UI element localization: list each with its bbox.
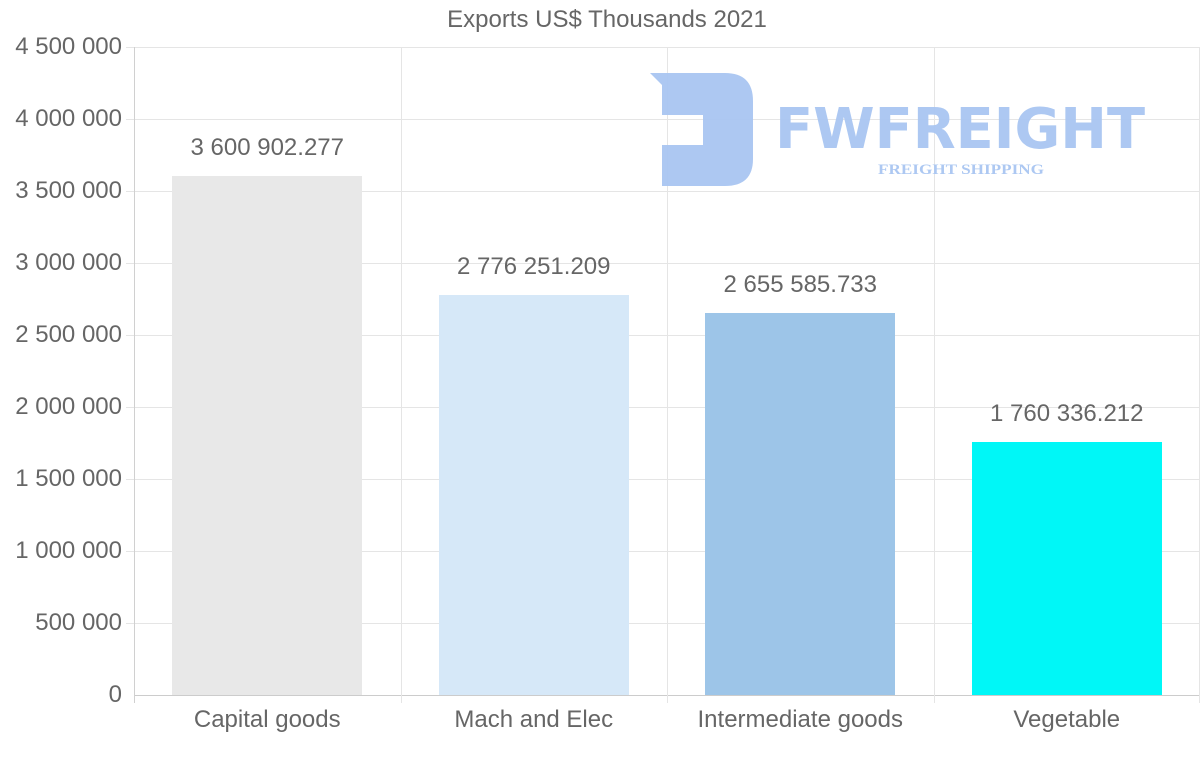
x-gridline [400,47,402,703]
y-gridline [126,335,1200,336]
y-gridline [126,407,1200,408]
x-tick-label: Vegetable [1013,706,1121,733]
x-gridline [667,47,668,703]
y-gridline [126,47,1200,48]
bar-vegetable[interactable] [971,441,1162,695]
y-tick-label: 2 500 000 [15,321,122,348]
x-tick-label: Mach and Elec [454,706,614,733]
chart-title: Exports US$ Thousands 2021 [447,6,767,33]
y-tick-label: 1 500 000 [15,465,122,492]
y-gridline [126,623,1200,624]
y-gridline [126,479,1200,480]
bar-intermediate-goods[interactable] [705,312,896,695]
y-tick-label: 500 000 [35,609,122,636]
x-gridline [933,47,935,703]
x-tick-label: Capital goods [193,706,341,733]
bar-capital-goods[interactable] [172,176,363,695]
bar-mach-and-elec[interactable] [438,295,629,695]
y-tick-label: 2 000 000 [15,393,122,420]
y-gridline [126,551,1200,552]
bar-value-label: 1 760 336.212 [990,399,1144,427]
y-tick-label: 0 [108,681,122,708]
y-tick-label: 4 000 000 [15,105,122,132]
x-tick-label: Intermediate goods [697,706,903,733]
bar-value-label: 2 776 251.209 [457,253,611,281]
y-tick-label: 4 500 000 [15,33,122,60]
bar-value-label: 3 600 902.277 [190,134,344,162]
y-gridline [126,191,1200,192]
y-tick-label: 1 000 000 [15,537,122,564]
y-tick-label: 3 000 000 [15,249,122,276]
y-axis-line [134,47,135,703]
plot-area: 3 600 902.277 2 776 251.209 2 655 585.733 1… [126,47,1200,703]
y-gridline [126,263,1200,264]
bar-value-label: 2 655 585.733 [723,270,877,298]
y-tick-label: 3 500 000 [15,177,122,204]
y-gridline [126,119,1200,120]
